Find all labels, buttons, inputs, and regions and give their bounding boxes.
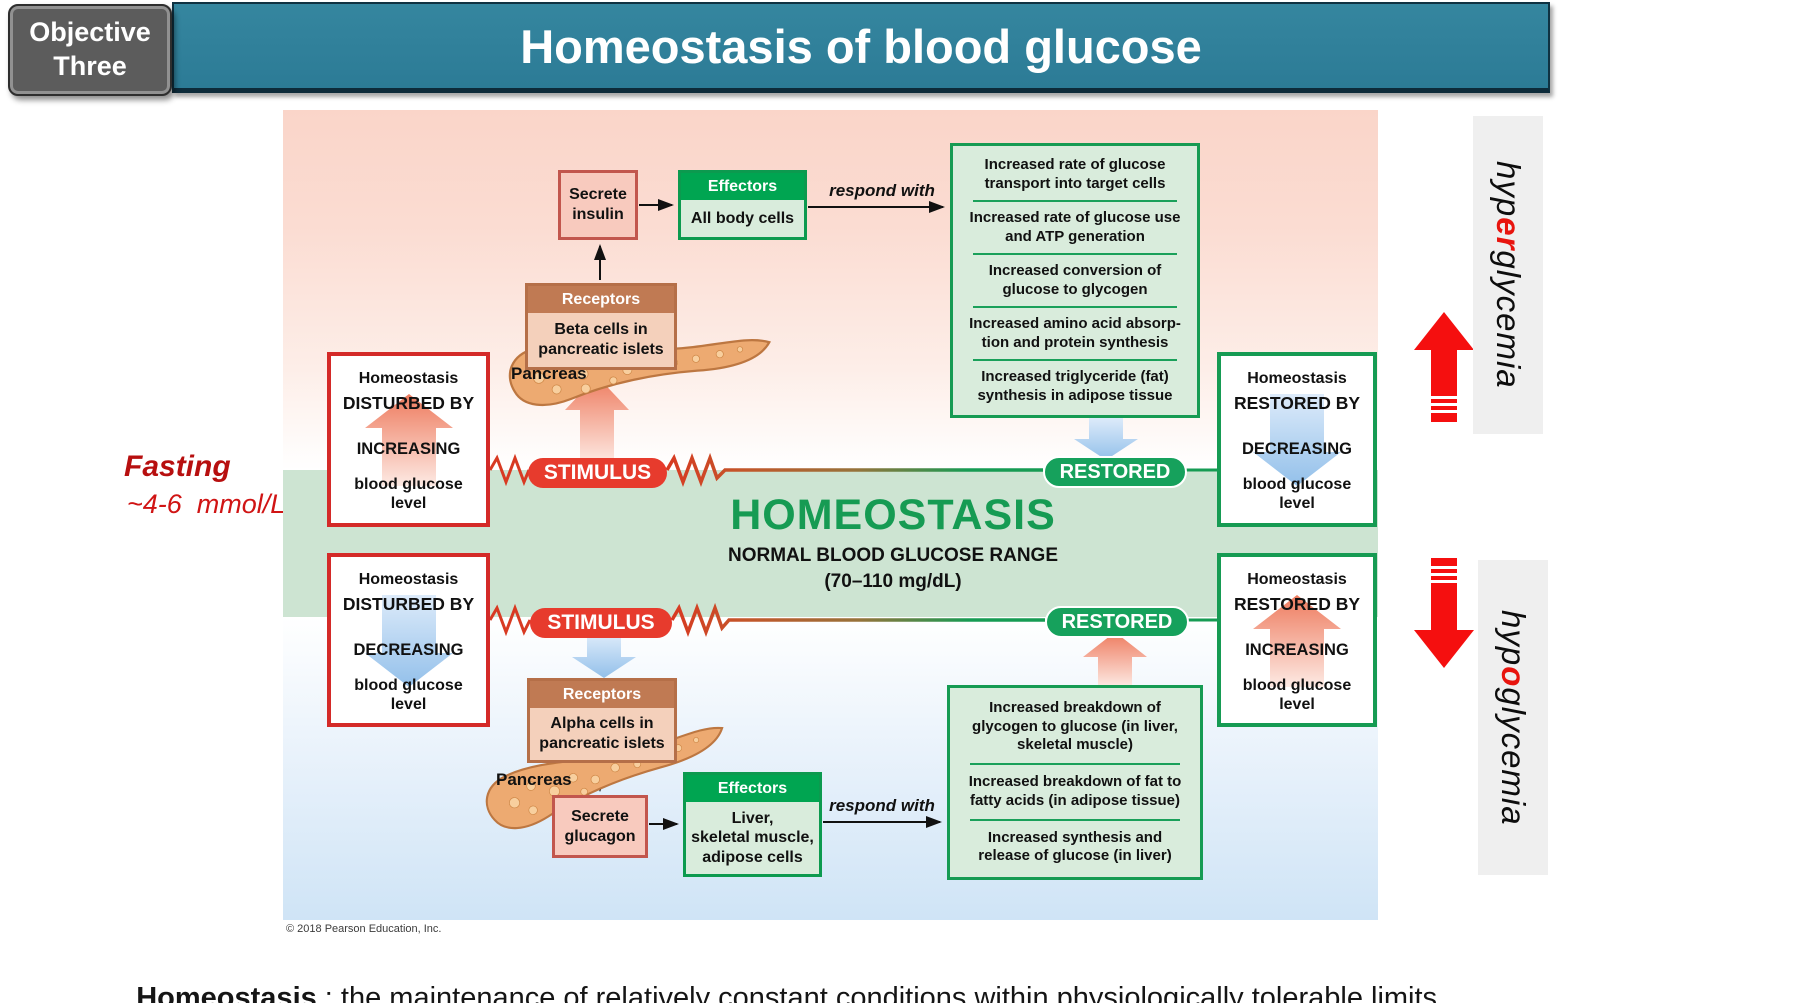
effectors-box-top: Effectors All body cells [678, 170, 807, 240]
hyperglycemia-accent: er [1490, 217, 1527, 251]
hyperglycemia-up-arrow-icon [1414, 312, 1474, 422]
pancreas-label: Pancreas [496, 770, 572, 789]
stimulus-pill-top: STIMULUS [528, 458, 667, 488]
status-line1: Homeostasis [1247, 571, 1347, 588]
effect-item: Increased rate of glucose use and ATP ge… [969, 208, 1181, 245]
receptors-header: Receptors [530, 681, 674, 708]
effectors-header: Effectors [681, 173, 804, 200]
down-arrow-icon [1253, 394, 1341, 486]
stimulus-to-pancreas-up-arrow-icon [565, 376, 629, 464]
normal-range-value: (70–110 mg/dL) [824, 571, 962, 592]
status-line4: blood glucose level [1242, 677, 1352, 714]
up-arrow-icon [364, 394, 453, 486]
status-line4: blood glucose level [354, 677, 463, 714]
status-line2: DISTURBED BY [342, 594, 475, 614]
effect-item: Increased triglyceride (fat) synthesis i… [977, 367, 1173, 404]
divider [972, 359, 1178, 361]
status-line3: INCREASING [356, 440, 461, 458]
effects-to-restored-up-arrow-icon [1083, 632, 1147, 687]
respond-with-label-bottom: respond with [829, 796, 935, 815]
hyperglycemia-suffix: glycemia [1490, 250, 1527, 389]
status-line2: RESTORED BY [1233, 594, 1361, 614]
status-line2: RESTORED BY [1233, 393, 1361, 413]
status-line1: Homeostasis [358, 571, 459, 588]
restored-pill-top: RESTORED [1043, 456, 1187, 488]
stimulus-pill-bottom: STIMULUS [530, 608, 672, 638]
respond-with-label-top: respond with [829, 181, 935, 200]
receptors-body: Beta cells in pancreatic islets [528, 313, 674, 367]
zigzag-lower-right [670, 602, 1045, 637]
homeostasis-definition: Homeostasis : the maintenance of relativ… [104, 949, 1437, 1003]
status-line4: blood glucose level [354, 476, 463, 513]
definition-text: : the maintenance of relatively constant… [316, 982, 1438, 1003]
effects-to-restored-down-arrow-icon [1074, 418, 1138, 460]
hypoglycemia-label: hypoglycemia [1478, 560, 1548, 875]
homeostasis-title: HOMEOSTASIS [730, 491, 1056, 539]
status-line3: INCREASING [1245, 641, 1349, 659]
copyright-notice: © 2018 Pearson Education, Inc. [286, 923, 442, 935]
normal-range-label: NORMAL BLOOD GLUCOSE RANGE [727, 545, 1059, 566]
hyperglycemia-label: hyperglycemia [1473, 116, 1543, 434]
restored-pill-bottom: RESTORED [1045, 606, 1189, 638]
secrete-insulin-box: Secrete insulin [558, 170, 638, 240]
secrete-glucagon-box: Secrete glucagon [552, 795, 648, 858]
hypoglycemia-prefix: hyp [1495, 609, 1532, 666]
homeostasis-diagram: Pancreas Pancreas Secrete insulin Effect… [283, 110, 1378, 920]
divider [970, 818, 1180, 821]
connector-overlay [488, 199, 1219, 830]
divider [972, 306, 1178, 308]
objective-badge: Objective Three [8, 4, 172, 96]
disturbed-by-decreasing-box: Homeostasis DISTURBED BY DECREASING bloo… [327, 553, 490, 727]
stimulus-to-receptors-down-arrow-icon [572, 634, 636, 678]
receptors-box-bottom: Receptors Alpha cells in pancreatic isle… [527, 678, 677, 763]
effect-item: Increased breakdown of glycogen to gluco… [972, 698, 1178, 754]
effect-item: Increased rate of glucose transport into… [984, 155, 1166, 192]
insulin-effects-box: Increased rate of glucose transport into… [950, 143, 1200, 418]
hyperglycemia-prefix: hyp [1490, 161, 1527, 218]
objective-badge-line1: Objective [29, 17, 151, 48]
glucagon-effects-box: Increased breakdown of glycogen to gluco… [947, 685, 1203, 880]
effect-item: Increased breakdown of fat to fatty acid… [968, 773, 1182, 809]
status-line1: Homeostasis [1247, 370, 1347, 387]
status-line1: Homeostasis [358, 370, 459, 387]
zigzag-lower-left [488, 603, 532, 637]
receptors-body: Alpha cells in pancreatic islets [530, 708, 674, 760]
effect-item: Increased synthesis and release of gluco… [978, 828, 1172, 865]
divider [970, 763, 1180, 766]
receptors-box-top: Receptors Beta cells in pancreatic islet… [525, 283, 677, 370]
zigzag-upper-right [665, 452, 1043, 487]
status-line4: blood glucose level [1242, 476, 1352, 513]
fasting-label: Fasting [124, 450, 231, 483]
effect-item: Increased conversion of glucose to glyco… [988, 261, 1162, 298]
title-bar: Homeostasis of blood glucose [172, 2, 1550, 93]
restored-by-increasing-box: Homeostasis RESTORED BY INCREASING blood… [1217, 553, 1377, 727]
zigzag-upper-left [488, 453, 531, 487]
status-line3: DECREASING [353, 641, 464, 659]
status-line3: DECREASING [1241, 440, 1352, 458]
disturbed-by-increasing-box: Homeostasis DISTURBED BY INCREASING bloo… [327, 352, 490, 527]
hypoglycemia-suffix: glycemia [1495, 687, 1532, 826]
restored-by-decreasing-box: Homeostasis RESTORED BY DECREASING blood… [1217, 352, 1377, 527]
up-arrow-icon [1253, 595, 1341, 687]
fasting-value: ~4-6 mmol/L [127, 489, 286, 519]
divider [972, 200, 1178, 202]
effectors-body: Liver, skeletal muscle, adipose cells [686, 802, 819, 874]
effectors-body: All body cells [681, 200, 804, 237]
divider [972, 253, 1178, 255]
receptors-header: Receptors [528, 286, 674, 313]
hypoglycemia-down-arrow-icon [1414, 558, 1474, 668]
hypoglycemia-accent: o [1495, 665, 1532, 688]
page-title: Homeostasis of blood glucose [520, 19, 1202, 73]
definition-term: Homeostasis [136, 982, 317, 1003]
status-line2: DISTURBED BY [342, 393, 475, 413]
effectors-header: Effectors [686, 775, 819, 802]
down-arrow-icon [364, 595, 453, 687]
effect-item: Increased amino acid absorp- tion and pr… [969, 314, 1181, 351]
effectors-box-bottom: Effectors Liver, skeletal muscle, adipos… [683, 772, 822, 877]
objective-badge-line2: Three [53, 51, 127, 81]
